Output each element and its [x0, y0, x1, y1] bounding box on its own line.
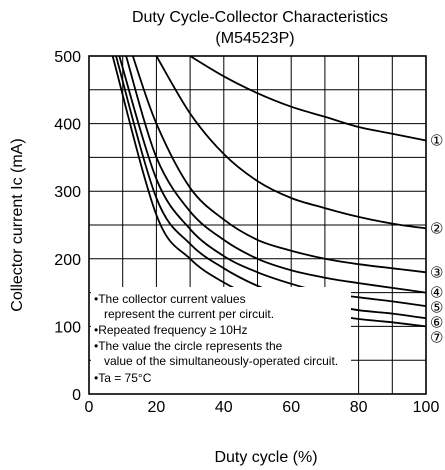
x-tick-label: 80 — [350, 399, 368, 416]
series-label: ① — [430, 133, 443, 150]
y-tick-label: 400 — [54, 117, 81, 134]
series-curve — [125, 55, 427, 294]
x-axis-label: Duty cycle (%) — [214, 449, 317, 466]
note-line: represent the current per circuit. — [104, 307, 274, 321]
y-axis-label: Collector current Ic (mA) — [9, 138, 26, 311]
x-tick-label: 20 — [148, 399, 166, 416]
series-curve — [131, 55, 427, 274]
y-tick-label: 100 — [54, 319, 81, 336]
note-background — [91, 287, 351, 394]
series-label: ② — [430, 220, 443, 237]
series-label: ⑤ — [430, 300, 443, 317]
y-tick-label: 500 — [54, 49, 81, 66]
series-curve — [155, 55, 427, 230]
series-label: ④ — [430, 285, 443, 302]
chart-title: Duty Cycle-Collector Characteristics — [132, 9, 388, 26]
y-tick-label: 0 — [72, 387, 81, 404]
plot-frame — [88, 55, 427, 395]
series-curve — [189, 55, 427, 142]
x-tick-labels: 0 20 40 60 80 100 — [85, 399, 440, 416]
note-line: value of the simultaneously-operated cir… — [104, 354, 338, 368]
y-tick-label: 200 — [54, 252, 81, 269]
x-tick-label: 40 — [215, 399, 233, 416]
note-line: •Ta = 75°C — [94, 371, 152, 385]
x-tick-label: 100 — [413, 399, 440, 416]
y-tick-label: 300 — [54, 184, 81, 201]
y-tick-labels: 0 100 200 300 400 500 — [54, 49, 81, 404]
series-label: ③ — [430, 264, 443, 281]
note-line: •The value the circle represents the — [94, 339, 283, 353]
series-label: ⑥ — [430, 315, 443, 332]
series-curve — [118, 55, 427, 307]
note-line: •Repeated frequency ≥ 10Hz — [94, 323, 248, 337]
chart-subtitle: (M54523P) — [215, 30, 294, 47]
x-tick-label: 60 — [282, 399, 300, 416]
note-line: •The collector current values — [94, 292, 246, 306]
note-box: •The collector current values represent … — [91, 287, 351, 394]
x-tick-label: 0 — [85, 399, 94, 416]
series-curve — [115, 55, 427, 320]
series-label: ⑦ — [430, 330, 443, 347]
